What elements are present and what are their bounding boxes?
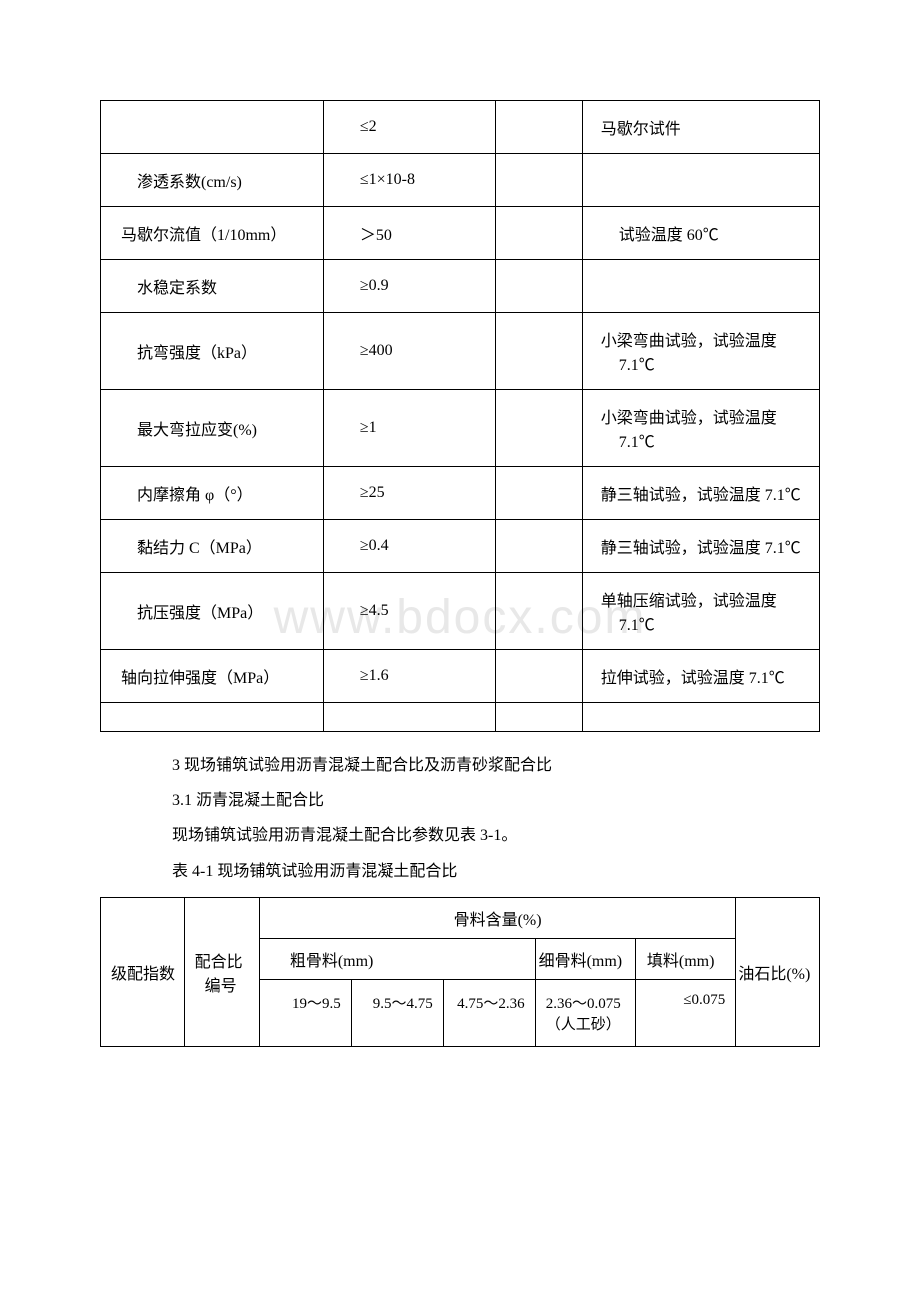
coarse-size-2: 9.5～4.75 — [351, 979, 443, 1046]
paragraph: 3 现场铺筑试验用沥青混凝土配合比及沥青砂浆配合比 — [140, 748, 820, 783]
note-cell — [582, 260, 819, 313]
blank-cell — [496, 154, 582, 207]
blank-cell — [496, 207, 582, 260]
grading-index-header: 级配指数 — [101, 897, 185, 1046]
spec-cell: ≤1×10-8 — [323, 154, 496, 207]
filler-header: 填料(mm) — [636, 938, 736, 979]
param-cell: 内摩擦角 φ（°） — [101, 467, 324, 520]
table-row — [101, 703, 820, 732]
coarse-size-3: 4.75～2.36 — [443, 979, 535, 1046]
table-row: 内摩擦角 φ（°） ≥25 静三轴试验，试验温度 7.1℃ — [101, 467, 820, 520]
param-cell: 轴向拉伸强度（MPa） — [101, 650, 324, 703]
param-cell: 黏结力 C（MPa） — [101, 520, 324, 573]
spec-cell: ≥400 — [323, 313, 496, 390]
blank-cell — [496, 467, 582, 520]
paragraph: 现场铺筑试验用沥青混凝土配合比参数见表 3-1。 — [140, 818, 820, 853]
spec-cell: ≥0.4 — [323, 520, 496, 573]
note-cell: 试验温度 60℃ — [582, 207, 819, 260]
note-cell: 拉伸试验，试验温度 7.1℃ — [582, 650, 819, 703]
table-row: 黏结力 C（MPa） ≥0.4 静三轴试验，试验温度 7.1℃ — [101, 520, 820, 573]
blank-cell — [496, 313, 582, 390]
blank-cell — [496, 260, 582, 313]
param-cell — [101, 101, 324, 154]
param-cell: 最大弯拉应变(%) — [101, 390, 324, 467]
table-row: 水稳定系数 ≥0.9 — [101, 260, 820, 313]
note-cell — [582, 703, 819, 732]
param-cell: 抗弯强度（kPa） — [101, 313, 324, 390]
mix-ratio-table: 级配指数 配合比编号 骨料含量(%) 油石比(%) 粗骨料(mm) 细骨料(mm… — [100, 897, 820, 1047]
spec-cell: ＞50 — [323, 207, 496, 260]
table-row: 最大弯拉应变(%) ≥1 小梁弯曲试验，试验温度 7.1℃ — [101, 390, 820, 467]
spec-cell: ≤2 — [323, 101, 496, 154]
mix-number-header: 配合比编号 — [184, 897, 259, 1046]
spec-cell: ≥1 — [323, 390, 496, 467]
blank-cell — [496, 520, 582, 573]
note-cell: 静三轴试验，试验温度 7.1℃ — [582, 467, 819, 520]
spec-table: ≤2 马歇尔试件 渗透系数(cm/s) ≤1×10-8 马歇尔流值（1/10mm… — [100, 100, 820, 732]
param-cell: 马歇尔流值（1/10mm） — [101, 207, 324, 260]
paragraph: 表 4-1 现场铺筑试验用沥青混凝土配合比 — [140, 854, 820, 889]
table-row: 抗弯强度（kPa） ≥400 小梁弯曲试验，试验温度 7.1℃ — [101, 313, 820, 390]
table-row: ≤2 马歇尔试件 — [101, 101, 820, 154]
note-cell: 小梁弯曲试验，试验温度 7.1℃ — [582, 390, 819, 467]
note-cell: 马歇尔试件 — [582, 101, 819, 154]
param-cell: 渗透系数(cm/s) — [101, 154, 324, 207]
blank-cell — [496, 650, 582, 703]
table-row: 轴向拉伸强度（MPa） ≥1.6 拉伸试验，试验温度 7.1℃ — [101, 650, 820, 703]
spec-cell: ≥1.6 — [323, 650, 496, 703]
oil-ratio-header: 油石比(%) — [736, 897, 820, 1046]
table-row: 渗透系数(cm/s) ≤1×10-8 — [101, 154, 820, 207]
coarse-aggregate-header: 粗骨料(mm) — [259, 938, 535, 979]
param-cell: 水稳定系数 — [101, 260, 324, 313]
blank-cell — [496, 101, 582, 154]
blank-cell — [496, 703, 582, 732]
note-cell: 单轴压缩试验，试验温度 7.1℃ — [582, 573, 819, 650]
table-row: 马歇尔流值（1/10mm） ＞50 试验温度 60℃ — [101, 207, 820, 260]
filler-size: ≤0.075 — [636, 979, 736, 1046]
note-cell: 小梁弯曲试验，试验温度 7.1℃ — [582, 313, 819, 390]
param-cell: 抗压强度（MPa） — [101, 573, 324, 650]
blank-cell — [496, 573, 582, 650]
param-cell — [101, 703, 324, 732]
fine-aggregate-header: 细骨料(mm) — [535, 938, 635, 979]
spec-cell: ≥0.9 — [323, 260, 496, 313]
spec-cell — [323, 703, 496, 732]
spec-cell: ≥4.5 — [323, 573, 496, 650]
body-paragraphs: 3 现场铺筑试验用沥青混凝土配合比及沥青砂浆配合比 3.1 沥青混凝土配合比 现… — [100, 748, 820, 889]
note-cell: 静三轴试验，试验温度 7.1℃ — [582, 520, 819, 573]
aggregate-header: 骨料含量(%) — [259, 897, 735, 938]
fine-size: 2.36～0.075 （人工砂） — [535, 979, 635, 1046]
paragraph: 3.1 沥青混凝土配合比 — [140, 783, 820, 818]
coarse-size-1: 19～9.5 — [259, 979, 351, 1046]
table-header-row: 级配指数 配合比编号 骨料含量(%) 油石比(%) — [101, 897, 820, 938]
blank-cell — [496, 390, 582, 467]
spec-cell: ≥25 — [323, 467, 496, 520]
table-row: 抗压强度（MPa） ≥4.5 单轴压缩试验，试验温度 7.1℃ — [101, 573, 820, 650]
note-cell — [582, 154, 819, 207]
